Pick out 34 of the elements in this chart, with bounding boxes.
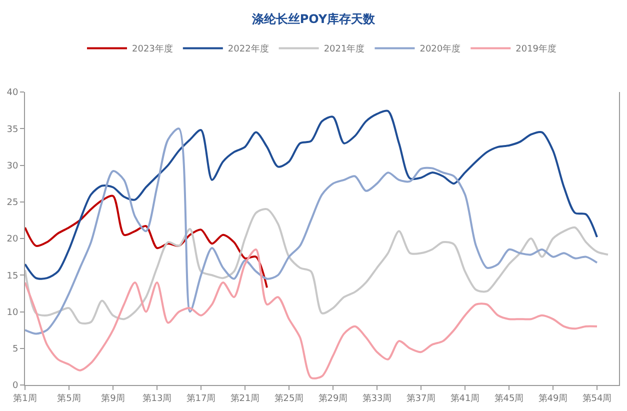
line-series bbox=[25, 208, 609, 324]
line-series bbox=[25, 110, 598, 280]
line-series bbox=[25, 128, 598, 335]
x-tick-label: 第45周 bbox=[494, 392, 524, 404]
y-tick-label: 15 bbox=[6, 271, 18, 282]
y-tick-label: 35 bbox=[6, 124, 18, 135]
line-series bbox=[25, 248, 598, 380]
x-tick-label: 第25周 bbox=[274, 392, 304, 404]
y-tick-label: 25 bbox=[6, 198, 18, 208]
x-tick-label: 第21周 bbox=[230, 392, 260, 404]
legend-label: 2020年度 bbox=[420, 44, 461, 55]
y-tick-label: 5 bbox=[12, 344, 18, 355]
x-tick-label: 第29周 bbox=[318, 392, 348, 404]
y-tick-label: 20 bbox=[6, 234, 18, 245]
x-tick-label: 第33周 bbox=[362, 392, 392, 404]
x-tick-label: 第5周 bbox=[57, 392, 81, 404]
legend-label: 2022年度 bbox=[228, 44, 269, 55]
x-tick-label: 第17周 bbox=[186, 392, 216, 404]
legend-label: 2021年度 bbox=[324, 44, 365, 55]
y-tick-label: 40 bbox=[6, 88, 18, 98]
legend-label: 2019年度 bbox=[516, 44, 557, 55]
y-tick-label: 0 bbox=[12, 381, 18, 392]
x-tick-label: 第54周 bbox=[582, 392, 612, 404]
line-series bbox=[25, 195, 268, 289]
x-tick-label: 第49周 bbox=[538, 392, 568, 404]
x-tick-label: 第41周 bbox=[450, 392, 480, 404]
chart-title: 涤纶长丝POY库存天数 bbox=[250, 12, 376, 26]
y-tick-label: 10 bbox=[6, 308, 18, 318]
x-tick-label: 第13周 bbox=[142, 392, 172, 404]
y-tick-label: 30 bbox=[6, 161, 18, 172]
x-tick-label: 第9周 bbox=[101, 392, 125, 404]
legend-label: 2023年度 bbox=[132, 44, 173, 55]
x-tick-label: 第37周 bbox=[406, 392, 436, 404]
x-tick-label: 第1周 bbox=[13, 392, 37, 404]
